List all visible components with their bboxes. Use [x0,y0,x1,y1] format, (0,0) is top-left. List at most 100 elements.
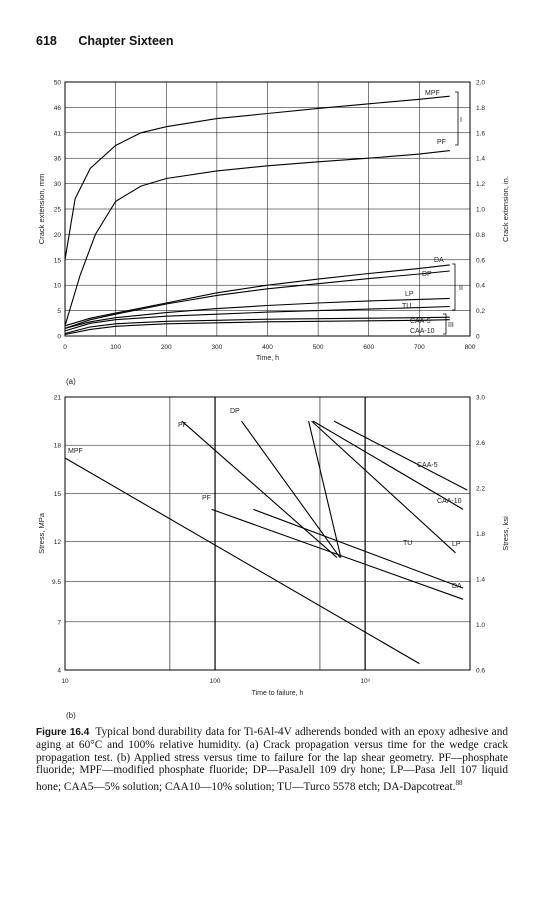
chart-a-y2tick-label: 0.8 [476,232,485,239]
page-header: 618 Chapter Sixteen [36,34,174,48]
chart-b-series-line [311,420,456,554]
chart-b-series-label: MPF [68,448,83,455]
chart-a-group-annotation: III [448,322,454,329]
chart-a-ytick-label: 30 [54,181,62,188]
chart-a-ylabel: Crack extension, mm [37,174,46,244]
panel-label-b: (b) [66,711,76,720]
chart-a-series-line [64,297,450,329]
chart-b-y2tick-label: 1.0 [476,622,485,629]
chart-b-ytick-label: 21 [54,395,62,402]
chart-a-series-label: TU [402,303,411,310]
chart-a-y2tick-label: 1.2 [476,181,485,188]
chart-a-series-label: CAA-5 [410,318,431,325]
chart-b-xtick-label: 100 [210,678,221,685]
chart-b-series-label: CAA-5 [417,462,438,469]
chart-b-series-label: LP [452,541,461,548]
chart-b-xlabel: Time to failure, h [252,690,304,697]
chart-a-group-annotation: I [460,117,462,124]
chart-b-series-label: TU [403,540,412,547]
chart-b-y2tick-label: 3.0 [476,395,485,402]
chart-a-xtick-label: 200 [161,344,172,351]
chart-a-series-label: LP [405,291,414,298]
chart-a-ytick-label: 15 [54,257,62,264]
chart-a-y2tick-label: 1.4 [476,156,485,163]
chart-b-series-line [308,420,342,558]
chart-b-ytick-label: 7 [57,619,61,626]
chart-a-y2tick-label: 1.8 [476,105,485,112]
chart-a-series-label: CAA-10 [410,328,435,335]
chart-a-bracket [455,91,459,146]
chart-a-series-line [64,305,450,332]
chart-a-bracket [443,313,447,335]
chart-a-ytick-label: 20 [54,232,62,239]
chart-a-bracket [452,263,456,311]
chart-b-ytick-label: 18 [54,443,62,450]
caption-footnote: 88 [455,778,463,787]
chart-b-y2tick-label: 2.2 [476,486,485,493]
chart-b-series-line [333,420,468,491]
chart-b-series-label: CAA-10 [437,498,462,505]
chart-a-y2tick-label: 1.6 [476,130,485,137]
chart-a-y2label: Crack extension, in. [501,176,510,242]
chart-b-y2label: Stress, ksi [501,516,510,551]
chart-a-series-label: DP [422,271,432,278]
chart-a-xtick-label: 400 [262,344,273,351]
chart-b-ytick-label: 12 [54,539,62,546]
chart-a-y2tick-label: 0.6 [476,257,485,264]
chart-a-y2tick-label: 0.2 [476,308,485,315]
chart-b-y2tick-label: 0.6 [476,668,485,675]
chart-a-series-line [64,316,450,335]
chart-a-xtick-label: 500 [313,344,324,351]
chart-a-ytick-label: 5 [57,308,61,315]
chart-a-series-line [64,150,450,326]
figure-caption: Figure 16.4 Typical bond durability data… [36,726,508,793]
chart-a-series-label: MPF [425,90,440,97]
chart-b-ylabel: Stress, MPa [37,512,46,554]
chart-b-frame [64,396,471,671]
chart-a-xtick-label: 700 [414,344,425,351]
chart-b-y2tick-label: 1.8 [476,531,485,538]
chart-a-series-line [64,95,450,260]
chart-b-series-label: DP [230,408,240,415]
chart-b-ytick-label: 15 [54,491,62,498]
chart-a-y2tick-label: 2.0 [476,80,485,87]
chart-b-y2tick-label: 1.4 [476,577,485,584]
chart-a-ytick-label: 10 [54,283,62,290]
chart-a-ytick-label: 50 [54,80,62,87]
chart-a-xtick-label: 100 [110,344,121,351]
chart-a-y2tick-label: 0.4 [476,283,485,290]
chart-b-xtick-label: 10³ [360,678,370,685]
chart-a-series-line [64,264,450,327]
chart-a-series-line [64,270,450,329]
chart-a-ytick-label: 41 [54,130,62,137]
chart-b-xtick-label: 10 [61,678,69,685]
chart-a-ytick-label: 0 [57,334,61,341]
chart-a-xtick-label: 300 [211,344,222,351]
chapter-title: Chapter Sixteen [78,34,174,48]
chart-b-series-line [181,420,338,559]
chart-b-series-line [64,457,420,665]
chart-a-series-label: DA [434,257,444,264]
chart-a-xlabel: Time, h [256,355,279,362]
chart-a-xtick-label: 0 [63,344,67,351]
chart-b-series-line [241,420,341,558]
page-number: 618 [36,34,57,48]
figure-charts: 0 100 200 300 400 500 600 700 800051015202530364… [37,80,510,698]
chart-b-y2tick-label: 2.6 [476,440,485,447]
chart-a-xtick-label: 800 [465,344,476,351]
chart-a-ytick-label: 25 [54,207,62,214]
chart-a-ytick-label: 46 [54,105,62,112]
chart-a-series-line [64,319,450,336]
caption-text: Typical bond durability data for Ti-6Al-… [36,726,508,793]
chart-b-series-label: PF [202,495,211,502]
chart-a-y2tick-label: 1.0 [476,207,485,214]
chart-a-group-annotation: II [459,285,463,292]
chart-b-ytick-label: 9.5 [52,579,61,586]
figure-label: Figure 16.4 [36,727,90,738]
chart-b-series-line [253,508,464,589]
chart-b-ytick-label: 4 [57,668,61,675]
chart-a-xtick-label: 600 [363,344,374,351]
chart-a-y2tick-label: 0 [476,334,480,341]
panel-label-a: (a) [66,377,76,386]
chart-b-series-label: DA [452,583,462,590]
